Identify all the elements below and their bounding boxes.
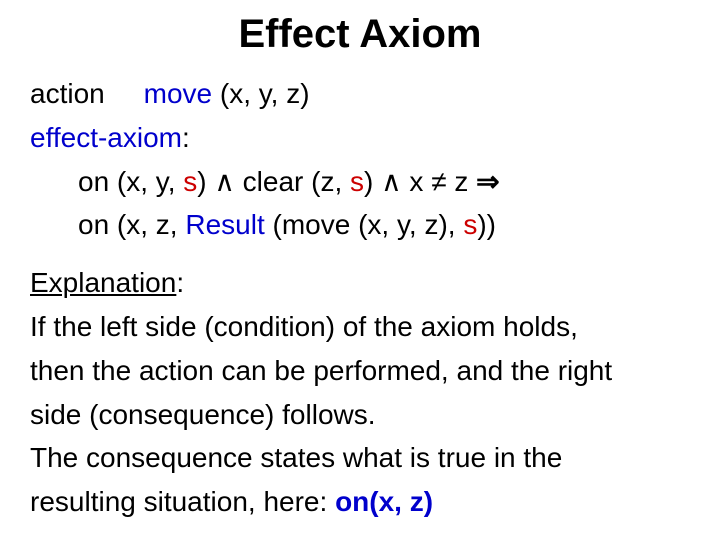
f1-implies: ⇒: [476, 166, 499, 197]
exp-colon: :: [176, 267, 184, 298]
slide-title: Effect Axiom: [30, 12, 690, 57]
action-label: action: [30, 78, 105, 109]
exp-line-2: then the action can be performed, and th…: [30, 352, 690, 390]
move-keyword: move: [144, 78, 212, 109]
exp-line-5a: resulting situation, here:: [30, 486, 335, 517]
formula-line-1: on (x, y, s) ∧ clear (z, s) ∧ x ≠ z ⇒: [30, 163, 690, 201]
exp-line-4: The consequence states what is true in t…: [30, 439, 690, 477]
f2-p3: )): [477, 209, 496, 240]
effect-axiom-line: effect-axiom:: [30, 119, 690, 157]
exp-line-3: side (consequence) follows.: [30, 396, 690, 434]
f2-p2: (move (x, y, z),: [265, 209, 464, 240]
f1-and2: ∧: [381, 166, 402, 197]
explanation-heading: Explanation:: [30, 264, 690, 302]
colon: :: [182, 122, 190, 153]
f2-s1: s: [463, 209, 477, 240]
action-line: action move (x, y, z): [30, 75, 690, 113]
f2-p1: on (x, z,: [78, 209, 185, 240]
f1-p5: x ≠ z: [402, 166, 476, 197]
formula-line-2: on (x, z, Result (move (x, y, z), s)): [30, 206, 690, 244]
explanation-label: Explanation: [30, 267, 176, 298]
exp-line-1: If the left side (condition) of the axio…: [30, 308, 690, 346]
f1-s1: s: [183, 166, 197, 197]
effect-axiom-keyword: effect-axiom: [30, 122, 182, 153]
slide-container: Effect Axiom action move (x, y, z) effec…: [0, 0, 720, 521]
f1-p2: ): [197, 166, 214, 197]
f1-p3: clear (z,: [235, 166, 350, 197]
exp-line-5: resulting situation, here: on(x, z): [30, 483, 690, 521]
exp-onxz: on(x, z): [335, 486, 433, 517]
move-args: (x, y, z): [212, 78, 309, 109]
f1-p1: on (x, y,: [78, 166, 183, 197]
f1-and1: ∧: [214, 166, 235, 197]
f1-s2: s: [350, 166, 364, 197]
result-keyword: Result: [185, 209, 264, 240]
f1-p4: ): [364, 166, 381, 197]
